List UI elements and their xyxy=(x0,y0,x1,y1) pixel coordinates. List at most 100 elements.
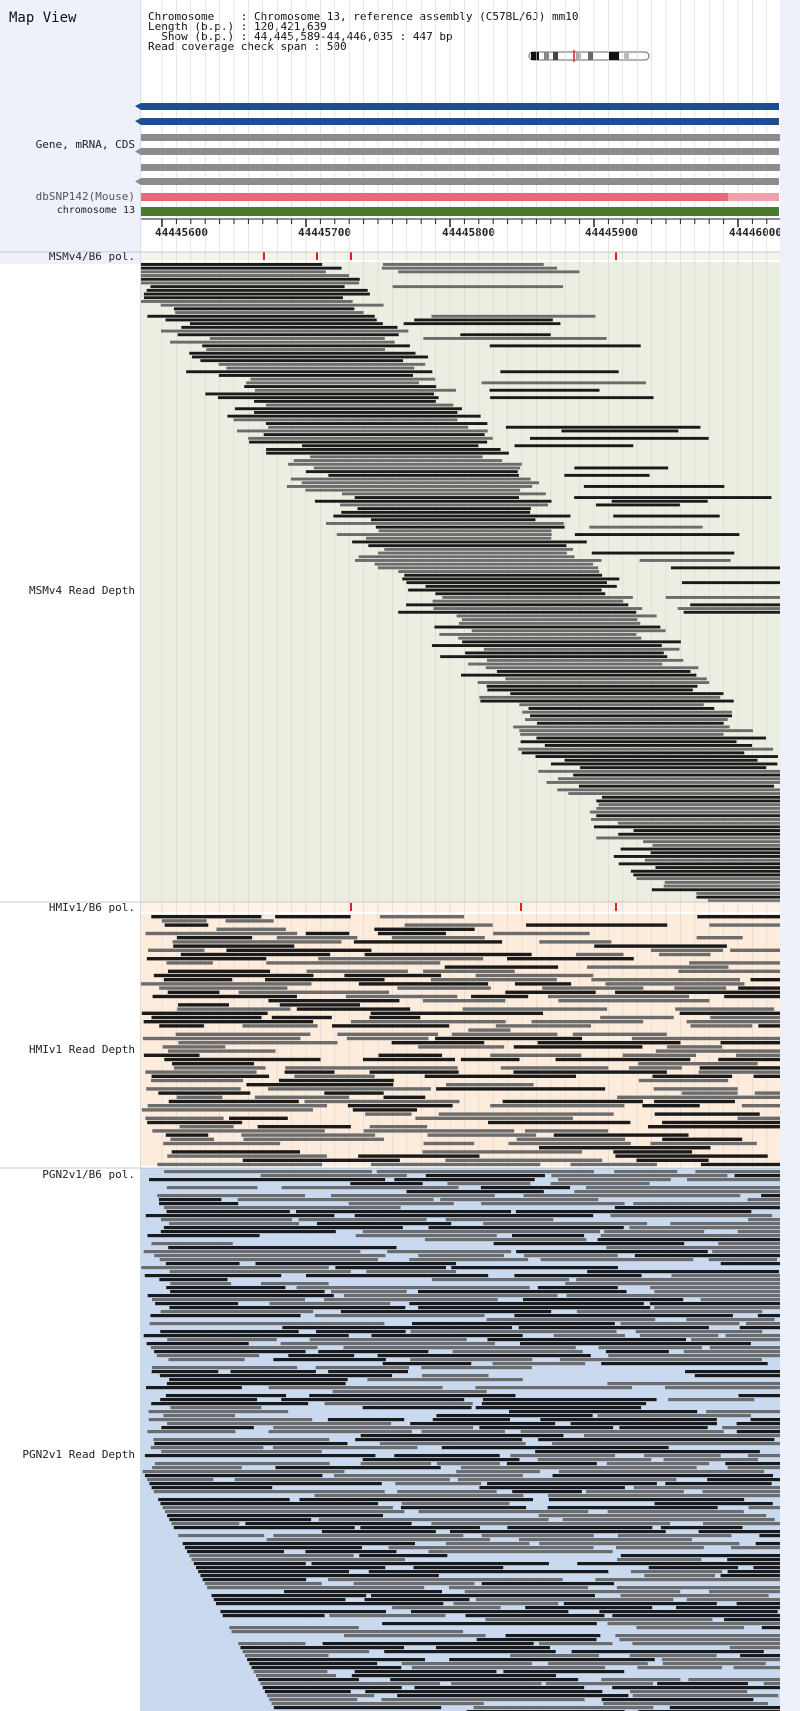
read xyxy=(374,562,594,566)
read xyxy=(526,923,668,927)
read xyxy=(167,1338,277,1342)
read xyxy=(496,670,691,673)
read xyxy=(575,952,624,957)
snp-marker xyxy=(615,252,617,260)
read xyxy=(445,1158,603,1162)
read xyxy=(268,1430,412,1434)
chromosome-ideogram[interactable] xyxy=(528,50,653,62)
read xyxy=(505,990,596,994)
read xyxy=(160,1330,299,1334)
read xyxy=(540,1258,694,1262)
read xyxy=(539,940,612,944)
read xyxy=(758,1024,780,1028)
read xyxy=(607,1382,780,1386)
read xyxy=(475,1598,674,1602)
read xyxy=(161,919,207,923)
read xyxy=(143,296,343,300)
read xyxy=(172,1062,255,1066)
read xyxy=(481,1402,647,1406)
read xyxy=(178,1041,338,1045)
read xyxy=(495,1024,592,1028)
read xyxy=(707,899,780,903)
read xyxy=(649,1302,780,1306)
read xyxy=(354,559,602,562)
read xyxy=(687,1178,780,1182)
read xyxy=(613,855,780,858)
read xyxy=(156,1354,260,1358)
read xyxy=(165,1262,240,1266)
read xyxy=(487,688,693,692)
read xyxy=(529,436,709,440)
read xyxy=(737,1116,780,1120)
read xyxy=(462,640,681,644)
ruler-tick-label: 44445800 xyxy=(442,226,495,239)
read xyxy=(371,1594,595,1598)
read xyxy=(167,1154,327,1158)
read xyxy=(587,1270,779,1274)
read xyxy=(761,1626,780,1630)
read xyxy=(557,788,780,792)
read xyxy=(245,1522,412,1526)
read xyxy=(439,633,637,636)
read xyxy=(166,1186,258,1190)
read xyxy=(483,1222,648,1226)
read xyxy=(152,1366,298,1370)
read xyxy=(512,1490,582,1494)
read xyxy=(659,952,711,957)
read xyxy=(739,1326,780,1330)
read xyxy=(591,978,741,982)
read xyxy=(553,1133,689,1137)
read xyxy=(141,281,360,285)
read xyxy=(490,1104,625,1108)
read xyxy=(330,1194,495,1198)
read xyxy=(500,1066,609,1070)
read xyxy=(639,1334,719,1338)
read xyxy=(550,1182,650,1186)
read xyxy=(166,1210,290,1214)
read xyxy=(424,1074,577,1078)
read xyxy=(436,1414,593,1418)
read xyxy=(340,1310,552,1314)
read xyxy=(152,1298,305,1302)
gene-transcript-bar xyxy=(141,164,779,171)
read xyxy=(269,1302,391,1306)
read xyxy=(707,1478,780,1482)
read xyxy=(147,1104,328,1108)
read xyxy=(648,1566,739,1570)
read xyxy=(410,1358,533,1362)
read xyxy=(152,994,297,999)
read xyxy=(507,1526,653,1530)
read xyxy=(248,436,493,440)
read xyxy=(395,1482,482,1486)
read xyxy=(151,1486,273,1490)
read xyxy=(618,832,780,836)
read xyxy=(369,1015,421,1020)
read xyxy=(638,1062,758,1066)
read xyxy=(620,847,780,851)
read xyxy=(446,1083,534,1087)
read xyxy=(364,1598,470,1602)
read xyxy=(296,1210,512,1214)
read xyxy=(596,814,780,818)
read xyxy=(486,1318,656,1322)
read xyxy=(200,1574,439,1578)
read xyxy=(475,1386,633,1390)
sidebar-divider xyxy=(140,0,141,1711)
read xyxy=(479,1486,625,1490)
read xyxy=(175,311,364,314)
read xyxy=(328,473,519,477)
read xyxy=(663,1458,758,1462)
read xyxy=(382,263,544,266)
read xyxy=(411,1322,615,1326)
read xyxy=(488,1120,631,1125)
read xyxy=(150,1346,318,1350)
read xyxy=(655,866,780,869)
read xyxy=(365,1690,603,1694)
msm-depth-label: MSMv4 Read Depth xyxy=(29,584,135,597)
read xyxy=(589,810,780,814)
read xyxy=(740,1654,780,1658)
read xyxy=(159,1024,204,1028)
read xyxy=(513,1045,643,1049)
read xyxy=(352,540,587,544)
